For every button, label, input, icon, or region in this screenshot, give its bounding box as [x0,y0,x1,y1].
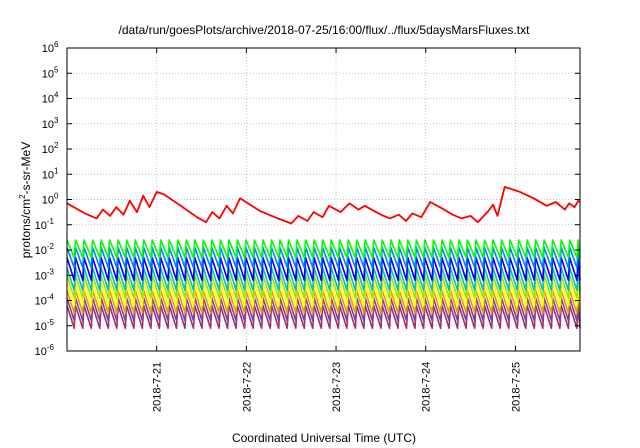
y-tick-label: 10-5 [35,318,55,333]
y-axis-label-sup: 2 [18,194,27,199]
series-line [66,266,581,292]
x-axis-label: Coordinated Universal Time (UTC) [232,431,416,445]
y-tick-label: 101 [42,166,59,181]
y-tick-label: 10-4 [35,293,55,308]
series-layer [66,186,581,330]
y-tick-label: 105 [42,65,59,80]
y-axis: 10-6 10-5 10-4 10-3 10-2 10-1 100 101 102 103 104 1… [35,40,580,358]
y-tick-label: 104 [42,91,59,106]
y-tick-label: 10-3 [35,267,55,282]
series-line [66,274,581,299]
series-line [66,304,581,330]
y-axis-label-pre: protons/cm [19,199,33,258]
series-line [66,256,581,282]
y-tick-label: 10-1 [35,217,55,232]
x-tick-label: 2018-7-22 [241,362,253,412]
series-line [66,282,581,307]
x-tick-label: 2018-7-25 [510,362,522,412]
y-tick-label: 103 [42,116,59,131]
y-tick-label: 106 [42,40,59,55]
y-axis-label-post: -s-sr-MeV [19,142,33,195]
series-line [66,186,581,225]
x-tick-label: 2018-7-24 [421,362,433,412]
chart-title: /data/run/goesPlots/archive/2018-07-25/1… [119,23,531,37]
y-tick-label: 10-6 [35,343,55,358]
series-line [66,246,581,269]
y-tick-label: 10-2 [35,242,55,257]
y-axis-label: protons/cm2-s-sr-MeV [18,142,33,258]
series-line [66,297,581,322]
x-tick-label: 2018-7-21 [152,362,164,412]
series-line [66,239,581,259]
y-tick-label: 102 [42,141,59,156]
x-tick-label: 2018-7-23 [331,362,343,412]
x-axis: 2018-7-21 2018-7-22 2018-7-23 2018-7-24 2018… [152,48,522,412]
y-tick-label: 100 [42,192,59,207]
series-line [66,289,581,314]
